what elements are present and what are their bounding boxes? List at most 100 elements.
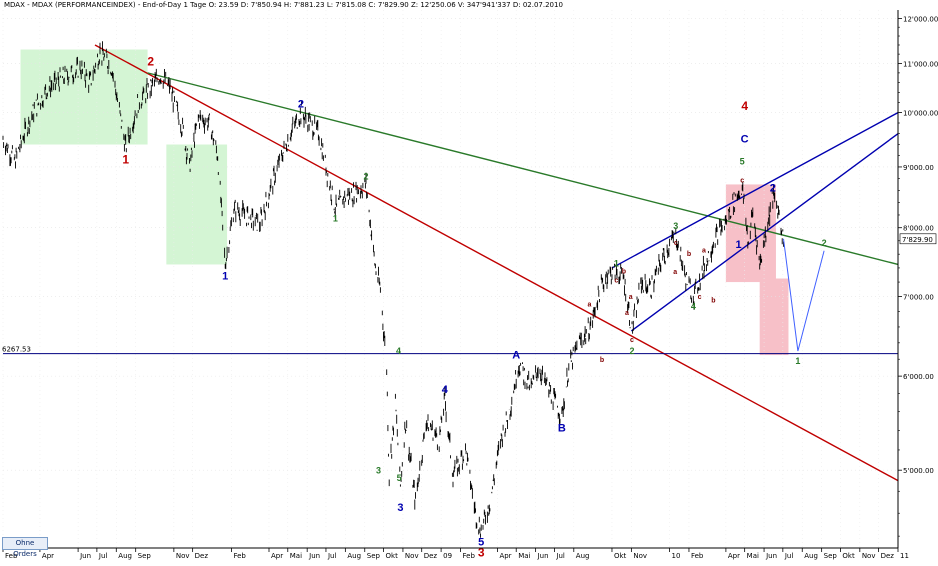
wave-label: 2 — [770, 182, 776, 194]
red-trendline — [94, 44, 899, 482]
x-tick-label: Aug — [576, 552, 590, 560]
wave-label: 3 — [673, 221, 678, 231]
wave-label: a — [587, 301, 591, 308]
wave-label: 5 — [740, 157, 745, 167]
wave-label: c — [740, 177, 744, 184]
wave-label: 4 — [741, 99, 748, 113]
y-tick-label: 9'000.00 — [903, 164, 934, 172]
wave-label: 2 — [147, 55, 154, 69]
x-tick-label: Jul — [555, 552, 565, 560]
x-tick-label: Nov — [633, 552, 647, 560]
x-tick-label: Mai — [747, 552, 759, 560]
wave-label: b — [711, 298, 715, 305]
forecast-blue — [783, 238, 825, 352]
x-tick-label: Apr — [728, 552, 740, 560]
wave-label: c — [674, 240, 678, 247]
x-tick-label: Sep — [824, 552, 838, 560]
last-price-box — [899, 233, 937, 245]
wave-label: A — [512, 349, 520, 361]
x-tick-label: Aug — [804, 552, 818, 560]
axes-layer: 12'000.00 11'000.00 10'000.00 9'000.00 8'000… — [2, 10, 938, 560]
wave-label: 1 — [122, 152, 129, 166]
chart-header: MDAX - MDAX (PERFORMANCEINDEX) - End-of-… — [4, 1, 563, 9]
wave-label: 2 — [629, 346, 634, 356]
x-tick-label: Sep — [138, 552, 152, 560]
horizontal-level-label: 6267.53 — [2, 346, 31, 354]
wave-label: 2 — [363, 171, 368, 181]
x-tick-label: Apr — [42, 552, 54, 560]
x-tick-label: Aug — [118, 552, 132, 560]
wave-label: b — [687, 251, 691, 258]
y-tick-label: 8'000.00 — [903, 225, 934, 233]
blue-channel-lower — [630, 133, 899, 332]
x-tick-label: Okt — [386, 552, 399, 560]
wave-label: 1 — [735, 239, 741, 251]
wave-label: 4 — [396, 346, 401, 356]
y-tick-label: 5'000.00 — [903, 467, 934, 475]
x-tick-label: 09 — [443, 552, 452, 560]
wave-label: 4 — [691, 302, 696, 312]
x-tick-label: Okt — [842, 552, 855, 560]
x-tick-label: Dez — [195, 552, 209, 560]
x-tick-label: Jul — [327, 552, 337, 560]
zone-layer — [20, 49, 789, 356]
wave-label: c — [630, 337, 634, 344]
x-tick-label: Apr — [499, 552, 511, 560]
x-tick-label: Feb — [5, 552, 18, 560]
wave-label: 3 — [397, 502, 403, 514]
wave-label: C — [741, 133, 749, 145]
wave-label: 5 — [478, 536, 484, 548]
x-tick-label: Jul — [784, 552, 794, 560]
wave-label: 3 — [376, 465, 381, 475]
x-tick-label: Aug — [347, 552, 361, 560]
price-layer — [2, 41, 784, 538]
wave-label: 1 — [795, 356, 800, 366]
x-tick-label: Sep — [367, 552, 381, 560]
x-tick-label: Jun — [79, 552, 91, 560]
y-tick-label: 7'000.00 — [903, 294, 934, 302]
x-tick-label: Mai — [518, 552, 530, 560]
x-tick-label: Dez — [424, 552, 438, 560]
wave-label: 1 — [333, 214, 338, 224]
wave-label: b — [622, 268, 626, 275]
wave-label: 5 — [397, 473, 402, 483]
y-tick-label: 6'000.00 — [903, 373, 934, 381]
wave-label: 1 — [614, 258, 619, 268]
wave-label: b — [600, 357, 604, 364]
x-tick-label: Mai — [290, 552, 302, 560]
wave-label: c — [614, 277, 618, 284]
green-zone-2 — [166, 144, 228, 265]
wave-label: c — [698, 294, 702, 301]
blue-channel-upper — [611, 111, 899, 269]
wave-label: 2 — [822, 238, 827, 248]
x-tick-label: Nov — [176, 552, 190, 560]
trendline-layer: 6267.53 — [2, 44, 899, 482]
forecast-layer — [783, 238, 825, 352]
x-tick-label: Feb — [691, 552, 704, 560]
x-tick-label: Feb — [463, 552, 476, 560]
x-tick-label: 10 — [672, 552, 681, 560]
x-tick-label: Apr — [271, 552, 283, 560]
last-price-label: 7'829.90 — [902, 236, 933, 244]
wave-label: a — [673, 269, 677, 276]
y-tick-label: 11'000.00 — [903, 60, 938, 68]
x-tick-label: Feb — [233, 552, 246, 560]
wave-label: a — [625, 310, 629, 317]
red-zone-1 — [725, 184, 776, 283]
wave-label: 4 — [442, 384, 449, 396]
y-tick-label: 12'000.00 — [903, 16, 938, 24]
x-tick-label: Jun — [537, 552, 549, 560]
wave-label: a — [629, 294, 633, 301]
x-tick-label: Dez — [881, 552, 895, 560]
ohne-orders-button[interactable]: Ohne Orders — [2, 537, 48, 558]
x-tick-label: Nov — [405, 552, 419, 560]
red-zone-2 — [759, 278, 789, 356]
y-tick-label: 10'000.00 — [903, 110, 938, 118]
wave-label: 3 — [478, 545, 485, 559]
x-tick-label: Nov — [862, 552, 876, 560]
wave-label: B — [558, 422, 566, 434]
wave-label: 1 — [222, 270, 228, 282]
green-trendline — [147, 72, 899, 266]
